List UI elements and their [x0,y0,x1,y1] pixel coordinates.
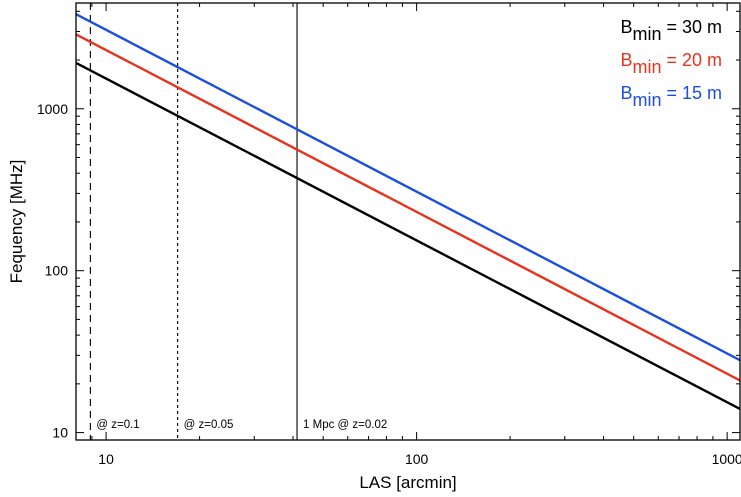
series-line [76,61,740,410]
legend-entry: Bmin = 15 m [620,83,722,110]
reference-lines [89,3,298,440]
reference-line-label: @ z=0.05 [184,419,234,431]
x-tick-label: 10 [98,451,114,467]
legend-entry: Bmin = 30 m [620,17,722,44]
y-tick-label: 100 [45,263,69,279]
legend: Bmin = 30 m Bmin = 20 m Bmin = 15 m [620,17,722,110]
series-line [76,33,740,382]
y-axis-label: Fequency [MHz] [7,160,26,284]
axes: 10 100 1000 10 100 1000 @ z=0.1 @ z=0.05 1 Mpc @… [37,2,741,467]
reference-line-label: @ z=0.1 [96,419,139,431]
y-tick-label: 10 [52,425,68,441]
y-tick-label: 1000 [37,101,68,117]
series-lines [76,13,740,410]
x-tick-label: 100 [405,451,429,467]
reference-line-label: 1 Mpc @ z=0.02 [303,419,387,431]
series-line [76,13,740,362]
legend-entry: Bmin = 20 m [620,50,722,77]
x-axis-label: LAS [arcmin] [359,473,456,492]
x-tick-label: 1000 [712,451,741,467]
